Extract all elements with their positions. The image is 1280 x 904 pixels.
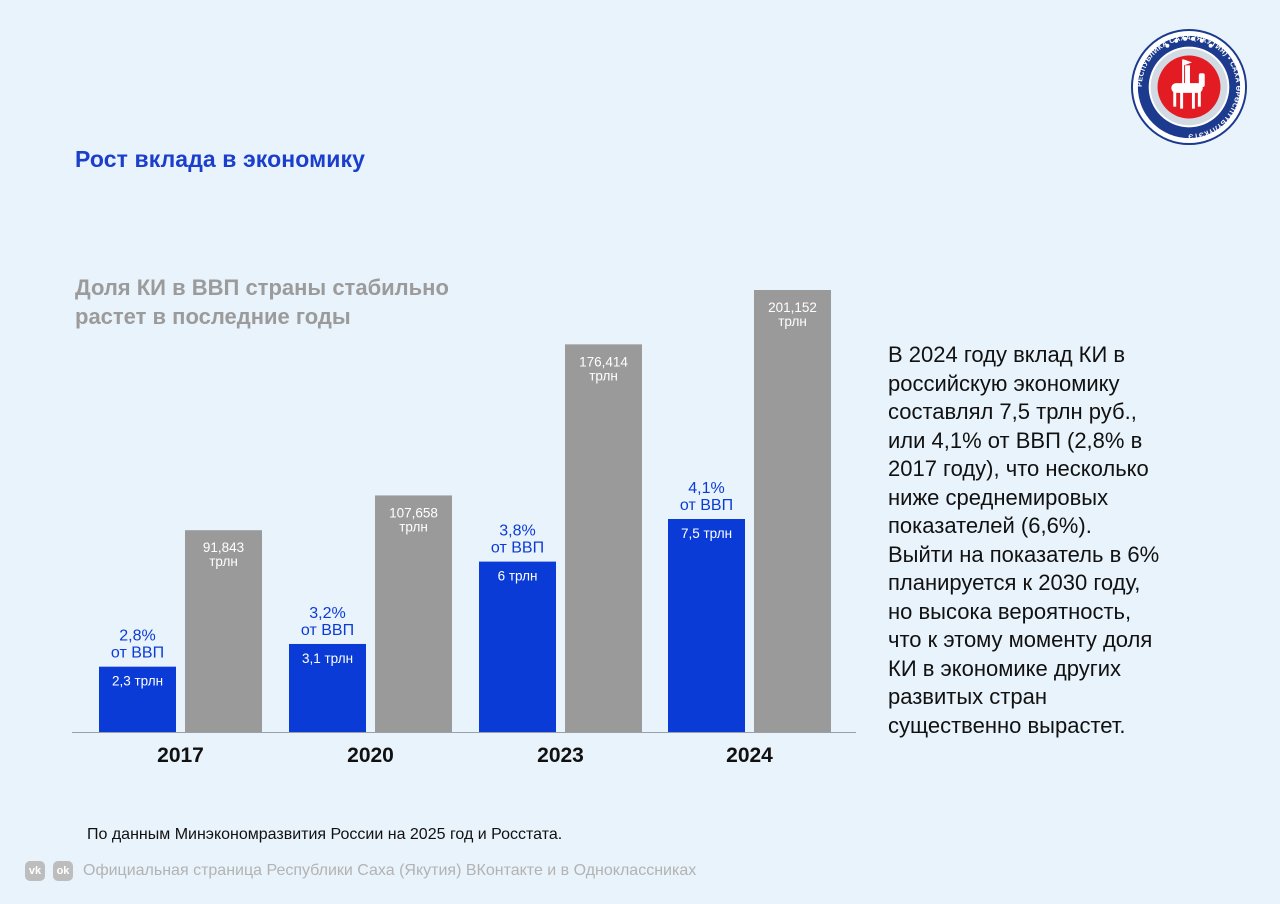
vk-icon[interactable]: vk [25, 861, 45, 881]
bar-gdp-2024 [754, 290, 831, 732]
bar-gdp-2017 [185, 530, 262, 732]
share-label-text-2024: от ВВП [680, 497, 733, 514]
source-note: По данным Минэкономразвития России на 20… [87, 826, 563, 843]
odnoklassniki-icon[interactable]: ok [53, 861, 73, 881]
side-text-line: существенно вырастет. [888, 712, 1126, 738]
side-text-line: но высока вероятность, [888, 598, 1132, 624]
x-tick-label-2020: 2020 [347, 744, 394, 767]
bar-gdp-2020 [375, 495, 452, 732]
sakha-coat-of-arms-logo: РЕСПУБЛИКА САХА (ЯКУТИЯ) • САХА ӨРӨСПҮҮБ… [1130, 28, 1248, 146]
data-label-ki-2017: 2,3 трлн [112, 674, 163, 689]
share-label-text-2020: от ВВП [301, 622, 354, 639]
share-label-percent-2024: 4,1% [688, 480, 724, 497]
data-label-gdp-unit-2020: трлн [399, 519, 428, 534]
x-tick-label-2017: 2017 [157, 744, 204, 767]
share-label-text-2023: от ВВП [491, 540, 544, 557]
side-text-line: российскую экономику [888, 370, 1120, 396]
bar-gdp-2023 [565, 344, 642, 732]
side-text-line: или 4,1% от ВВП (2,8% в [888, 427, 1143, 453]
data-label-ki-2024: 7,5 трлн [681, 526, 732, 541]
slide-title: Рост вклада в экономику [75, 146, 365, 172]
footer: vk ok Официальная страница Республики Са… [25, 858, 696, 884]
side-text-line: 2017 году), что несколько [888, 456, 1149, 481]
side-text-line: планируется к 2030 году, [888, 570, 1141, 595]
side-text-line: ниже среднемировых [888, 484, 1109, 510]
chart-subtitle: Доля КИ в ВВП страны стабильно растет в … [75, 273, 505, 331]
data-label-ki-2023: 6 трлн [498, 569, 538, 584]
side-text-line: составлял 7,5 трлн руб., [888, 399, 1137, 424]
bar-ki-2023 [479, 561, 556, 732]
share-label-percent-2020: 3,2% [309, 605, 345, 622]
data-label-gdp-value-2020: 107,658 [389, 505, 438, 520]
data-label-ki-2020: 3,1 трлн [302, 651, 353, 666]
data-label-gdp-value-2017: 91,843 [203, 540, 244, 555]
side-description: В 2024 году вклад КИ в российскую эконом… [888, 341, 1218, 740]
subtitle-line: растет в последние годы [75, 304, 351, 329]
x-tick-label-2024: 2024 [726, 744, 773, 767]
share-label-percent-2023: 3,8% [499, 523, 535, 540]
data-label-gdp-value-2023: 176,414 [579, 354, 628, 369]
side-text-line: Выйти на показатель в 6% [888, 541, 1160, 567]
bar-ki-2020 [289, 643, 366, 732]
data-label-gdp-unit-2017: трлн [209, 554, 238, 569]
data-label-gdp-unit-2023: трлн [589, 368, 618, 383]
side-text-line: КИ в экономике других [888, 655, 1122, 681]
side-text-line: показателей (6,6%). [888, 513, 1092, 538]
bar-ki-2017 [99, 666, 176, 732]
side-text-line: развитых стран [888, 684, 1047, 709]
share-label-text-2017: от ВВП [111, 645, 164, 662]
share-label-percent-2017: 2,8% [119, 628, 155, 645]
side-text-line: В 2024 году вклад КИ в [888, 342, 1126, 367]
x-tick-label-2023: 2023 [537, 744, 584, 767]
footer-text: Официальная страница Республики Саха (Як… [83, 862, 697, 879]
subtitle-line: Доля КИ в ВВП страны стабильно [75, 275, 449, 300]
bar-ki-2024 [668, 519, 745, 732]
data-label-gdp-unit-2024: трлн [778, 314, 807, 329]
side-text-line: что к этому моменту доля [888, 627, 1153, 652]
data-label-gdp-value-2024: 201,152 [768, 300, 817, 315]
